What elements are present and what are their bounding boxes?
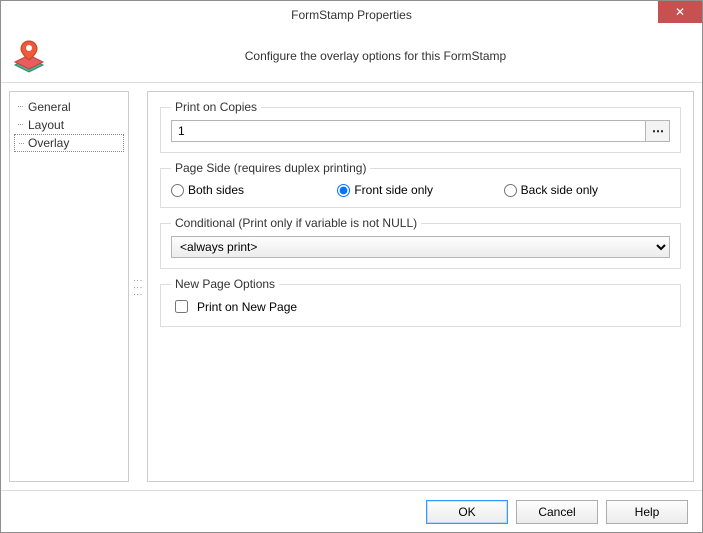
copies-input[interactable] bbox=[171, 120, 646, 142]
conditional-group: Conditional (Print only if variable is n… bbox=[160, 216, 681, 269]
new-page-legend: New Page Options bbox=[171, 277, 279, 291]
titlebar: FormStamp Properties ✕ bbox=[1, 1, 702, 29]
print-new-page-label: Print on New Page bbox=[197, 300, 297, 314]
print-on-copies-legend: Print on Copies bbox=[171, 100, 261, 114]
conditional-legend: Conditional (Print only if variable is n… bbox=[171, 216, 421, 230]
radio-back-side[interactable]: Back side only bbox=[504, 183, 670, 197]
radio-both-sides-label: Both sides bbox=[188, 183, 244, 197]
print-new-page-checkbox[interactable] bbox=[175, 300, 188, 313]
formstamp-icon bbox=[11, 38, 47, 74]
overlay-panel: Print on Copies ⋯ Page Side (requires du… bbox=[147, 91, 694, 482]
print-new-page-row[interactable]: Print on New Page bbox=[171, 297, 670, 316]
help-button[interactable]: Help bbox=[606, 500, 688, 524]
conditional-select[interactable]: <always print> bbox=[171, 236, 670, 258]
close-button[interactable]: ✕ bbox=[658, 1, 702, 23]
header-description: Configure the overlay options for this F… bbox=[59, 49, 692, 63]
window-title: FormStamp Properties bbox=[1, 8, 702, 22]
copies-more-button[interactable]: ⋯ bbox=[646, 120, 670, 142]
radio-both-sides[interactable]: Both sides bbox=[171, 183, 337, 197]
radio-front-side[interactable]: Front side only bbox=[337, 183, 503, 197]
radio-both-sides-input[interactable] bbox=[171, 184, 184, 197]
radio-back-side-label: Back side only bbox=[521, 183, 598, 197]
dialog-footer: OK Cancel Help bbox=[1, 490, 702, 532]
cancel-button[interactable]: Cancel bbox=[516, 500, 598, 524]
new-page-group: New Page Options Print on New Page bbox=[160, 277, 681, 327]
print-on-copies-group: Print on Copies ⋯ bbox=[160, 100, 681, 153]
close-icon: ✕ bbox=[675, 5, 685, 19]
radio-front-side-input[interactable] bbox=[337, 184, 350, 197]
properties-dialog: FormStamp Properties ✕ Configure the ove… bbox=[0, 0, 703, 533]
radio-back-side-input[interactable] bbox=[504, 184, 517, 197]
category-nav: General Layout Overlay bbox=[9, 91, 129, 482]
nav-item-general[interactable]: General bbox=[14, 98, 124, 116]
ok-button[interactable]: OK bbox=[426, 500, 508, 524]
dialog-header: Configure the overlay options for this F… bbox=[1, 29, 702, 83]
nav-item-overlay[interactable]: Overlay bbox=[14, 134, 124, 152]
ellipsis-icon: ⋯ bbox=[652, 124, 663, 138]
page-side-legend: Page Side (requires duplex printing) bbox=[171, 161, 370, 175]
dialog-body: General Layout Overlay ⋮⋮⋮ Print on Copi… bbox=[1, 83, 702, 490]
page-side-group: Page Side (requires duplex printing) Bot… bbox=[160, 161, 681, 208]
splitter-handle[interactable]: ⋮⋮⋮ bbox=[135, 91, 141, 482]
nav-item-layout[interactable]: Layout bbox=[14, 116, 124, 134]
radio-front-side-label: Front side only bbox=[354, 183, 433, 197]
